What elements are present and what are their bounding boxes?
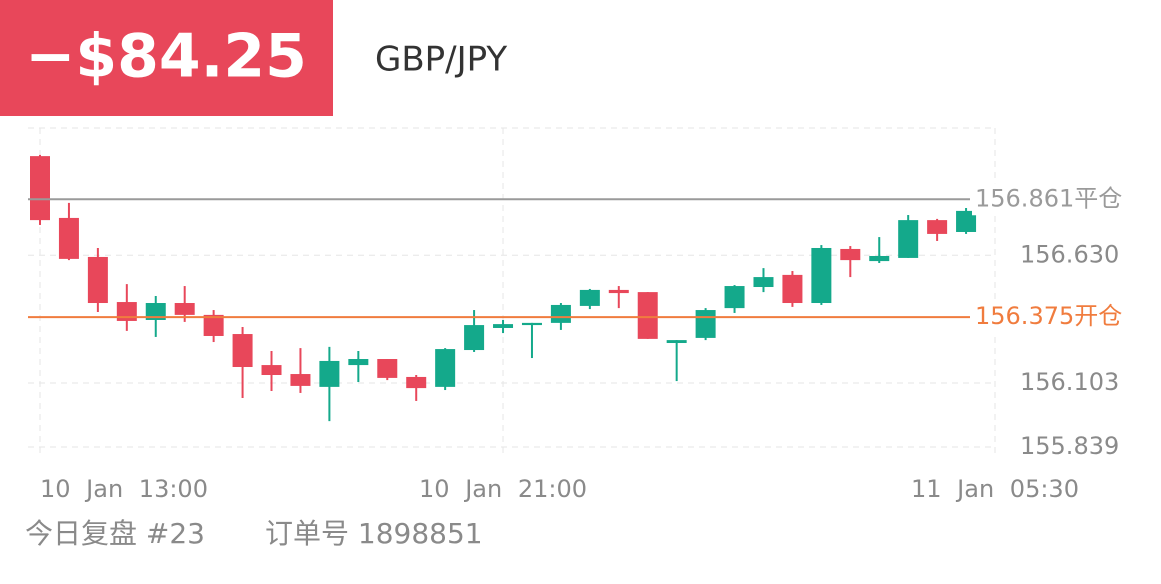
candle-body <box>608 289 629 294</box>
y-tick-label: 156.630 <box>1020 240 1119 268</box>
candle-body <box>840 248 861 261</box>
candle-body <box>724 286 745 309</box>
candle-body <box>174 303 195 315</box>
candle-body <box>406 376 427 389</box>
candle-body <box>203 314 224 336</box>
candle-body <box>464 325 485 351</box>
candle-body <box>116 302 137 321</box>
pnl: −$84.25 <box>25 22 307 92</box>
candle-body <box>493 324 514 328</box>
candle-body <box>550 304 571 323</box>
price-line-label: 156.375开仓 <box>975 302 1122 330</box>
candle-body <box>898 220 919 258</box>
candle-body <box>290 374 311 386</box>
candle-body <box>695 310 716 338</box>
candle-body <box>145 303 166 320</box>
price-line-value: 156.375 <box>975 302 1074 330</box>
price-line-name: 开仓 <box>1074 302 1122 330</box>
candle-body <box>666 340 687 344</box>
price-line-value: 156.861 <box>975 184 1074 212</box>
candle-body <box>232 334 253 368</box>
price-label-bg <box>972 301 1122 334</box>
candle-body <box>261 365 282 376</box>
candle-body <box>30 156 50 221</box>
candle-body <box>637 292 658 339</box>
candle-body <box>87 256 108 304</box>
candle-body <box>319 360 340 387</box>
pnl-badge <box>0 0 333 116</box>
y-tick-label: 155.839 <box>1020 432 1119 460</box>
price-label-bg <box>972 183 1122 216</box>
candle-body <box>927 220 948 234</box>
candle-body <box>782 274 803 304</box>
order-number: 订单号 1898851 <box>265 517 483 550</box>
candle-body <box>579 289 600 306</box>
candle-body <box>348 359 369 366</box>
candle-body <box>58 217 79 259</box>
candle-body <box>753 277 774 288</box>
price-line-label: 156.861平仓 <box>975 184 1122 212</box>
candle-body <box>521 322 542 326</box>
price-line-name: 平仓 <box>1074 184 1122 212</box>
x-tick-label: 10 Jan 13:00 <box>40 475 208 503</box>
candle-body <box>435 349 456 387</box>
candle-body <box>377 359 398 378</box>
candle-body <box>956 210 977 232</box>
review-label: 今日复盘 #23 <box>25 517 205 550</box>
candle-body <box>811 247 832 304</box>
x-tick-label: 11 Jan 05:30 <box>911 475 1079 503</box>
symbol: GBP/JPY <box>375 40 507 80</box>
y-tick-label: 156.103 <box>1020 368 1119 396</box>
x-tick-label: 10 Jan 21:00 <box>419 475 587 503</box>
candle-body <box>869 255 890 262</box>
